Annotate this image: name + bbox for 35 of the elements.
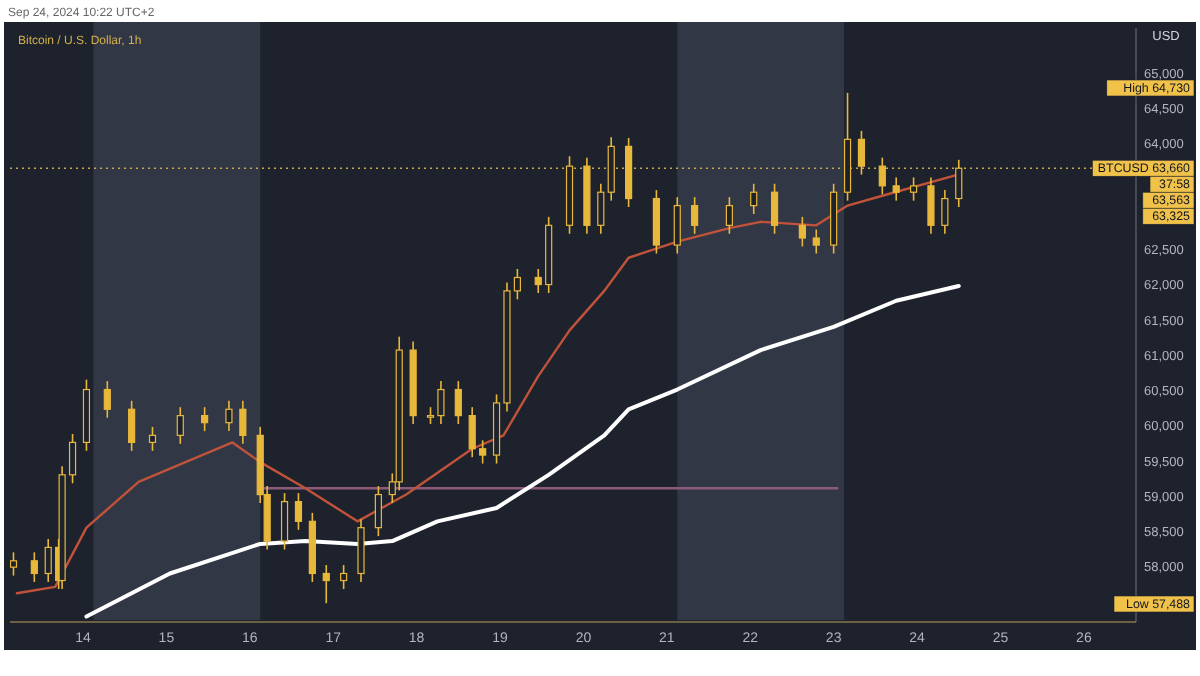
candlestick xyxy=(239,400,247,445)
line-series xyxy=(84,283,961,619)
candlestick xyxy=(812,228,820,255)
candlestick xyxy=(340,564,348,590)
candlestick xyxy=(652,189,661,255)
candlestick xyxy=(148,426,157,452)
candlestick xyxy=(725,196,733,235)
candlestick xyxy=(691,196,699,235)
candlestick xyxy=(798,216,806,248)
candlestick xyxy=(357,518,365,583)
candlestick xyxy=(673,196,681,255)
candlestick xyxy=(280,492,289,551)
candlestick xyxy=(294,492,303,531)
candlestick xyxy=(103,380,111,419)
candlestick xyxy=(770,182,779,235)
candlestick xyxy=(857,130,866,176)
candlestick xyxy=(176,406,184,445)
candlestick xyxy=(374,485,382,537)
candlestick xyxy=(225,400,233,432)
candlestick xyxy=(44,538,52,583)
candlestick xyxy=(955,158,963,208)
candlestick xyxy=(454,380,462,425)
candlestick xyxy=(322,564,330,605)
candlestick xyxy=(750,182,758,215)
candlestick xyxy=(927,176,935,235)
candlestick xyxy=(941,189,949,235)
candlestick xyxy=(597,182,605,235)
candlestick xyxy=(892,176,900,202)
candlestick xyxy=(201,406,209,432)
candlestick xyxy=(10,551,18,577)
candlestick xyxy=(909,176,918,202)
candlestick xyxy=(30,551,38,583)
candlestick xyxy=(128,400,136,452)
candlestick xyxy=(878,156,886,196)
candlestick xyxy=(607,136,615,202)
